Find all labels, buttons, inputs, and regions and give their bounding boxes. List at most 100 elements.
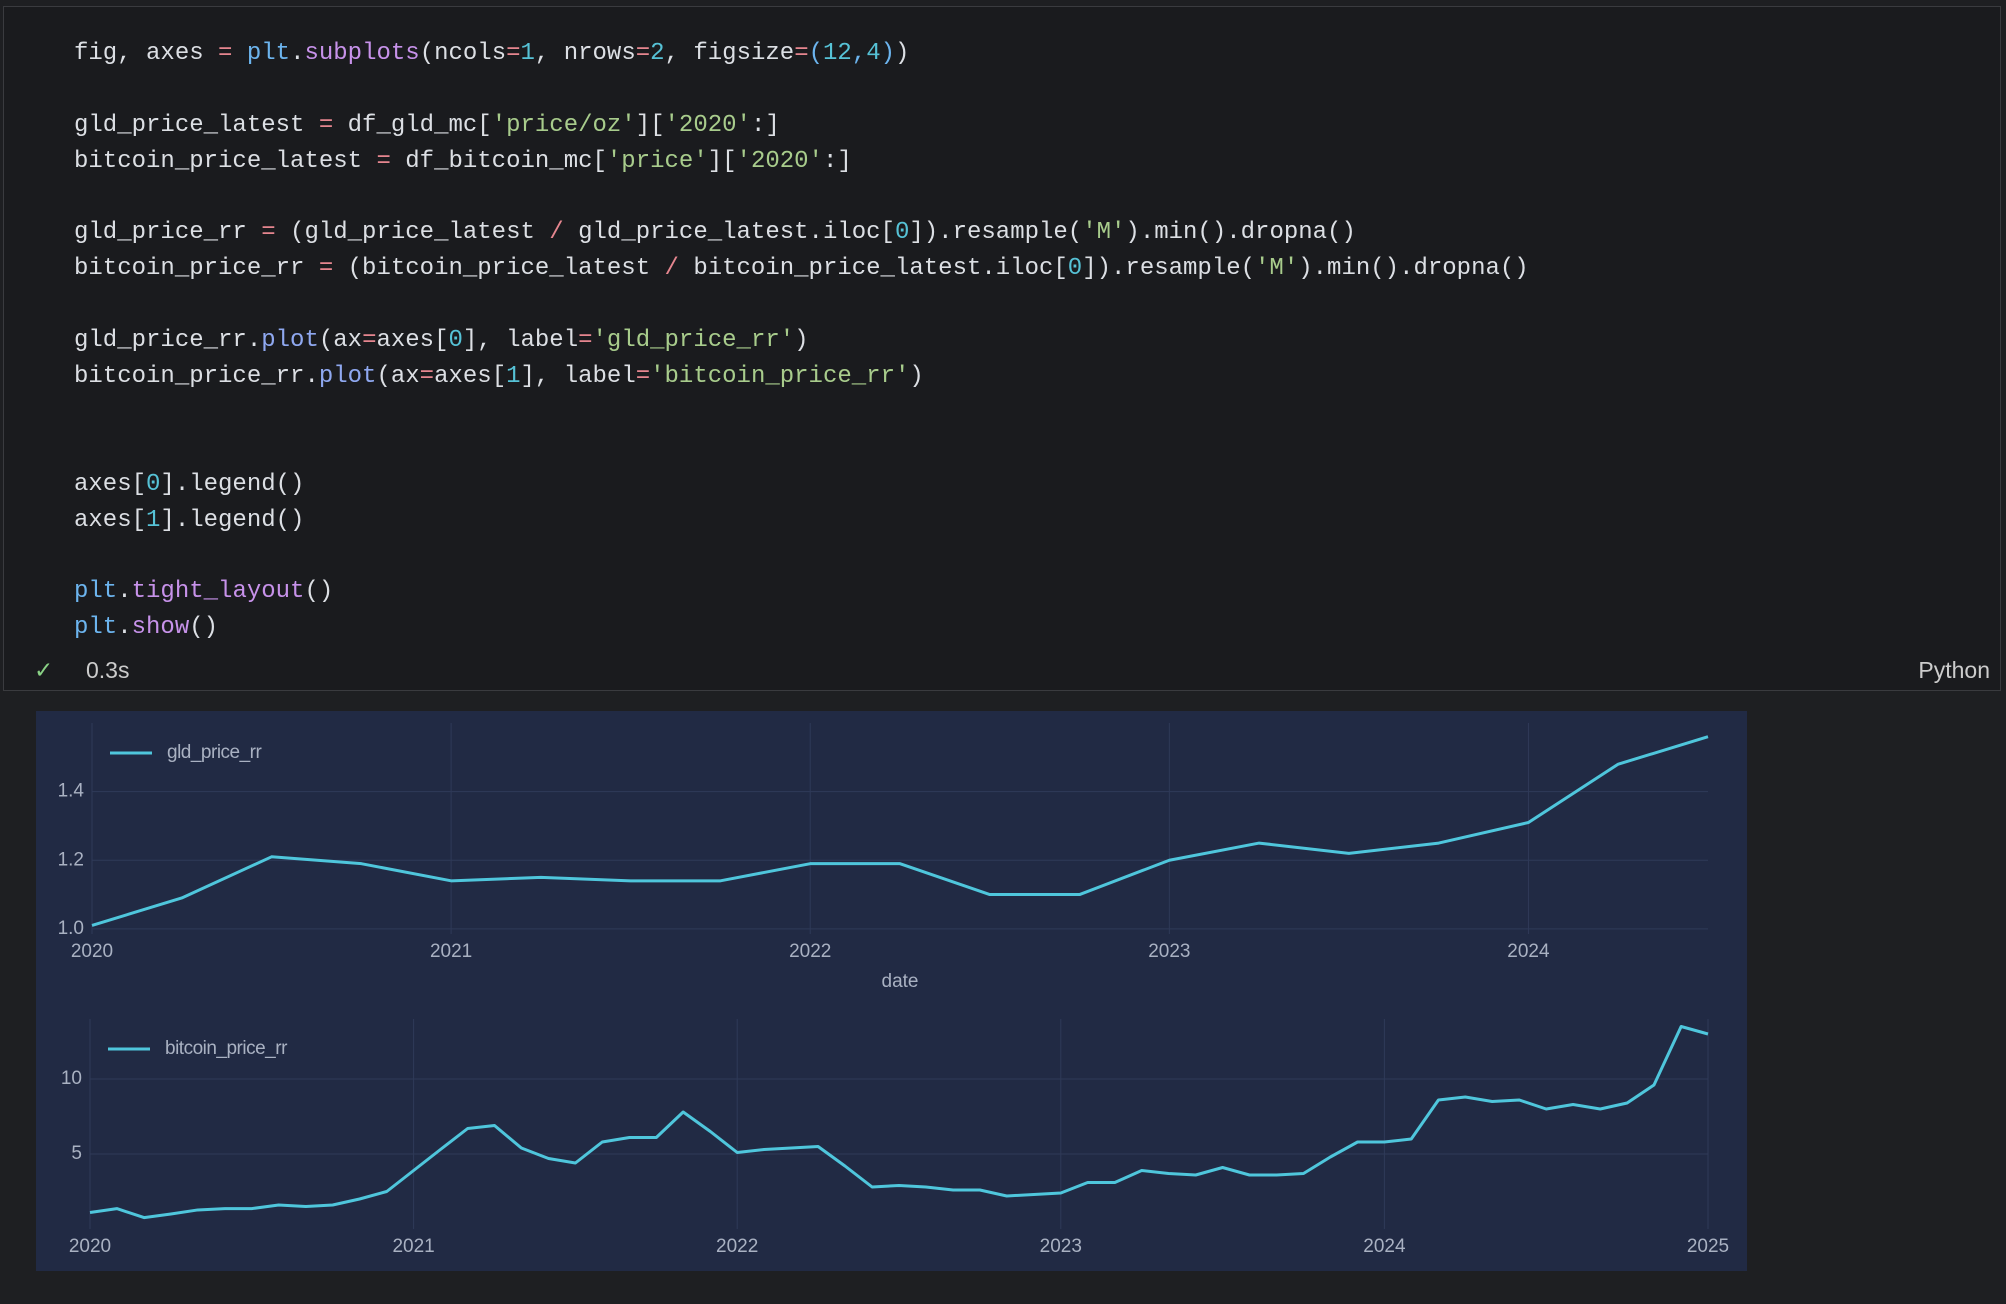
code-token: . [117, 578, 132, 606]
x-tick-label: 2021 [392, 1236, 434, 1257]
code-line: gld_price_rr.plot(ax=axes[0], label='gld… [74, 323, 1529, 359]
y-tick-label: 1.2 [58, 849, 84, 870]
figure-background [36, 711, 1747, 1271]
code-token: 'M' [1082, 219, 1126, 247]
code-token: 0 [894, 219, 910, 247]
code-token: :] [822, 147, 852, 175]
code-token: / [664, 255, 679, 283]
code-token: ( [808, 40, 823, 67]
code-token: '2020' [736, 147, 823, 175]
code-token: () [304, 578, 334, 606]
code-line: bitcoin_price_rr.plot(ax=axes[1], label=… [74, 359, 1529, 395]
code-line: bitcoin_price_latest = df_bitcoin_mc['pr… [74, 144, 1529, 180]
x-tick-label: 2023 [1040, 1236, 1082, 1257]
code-token: df_bitcoin_mc[ [390, 147, 607, 175]
code-token: ) [909, 363, 924, 391]
code-token: ], label [462, 327, 579, 355]
code-token: fig, axes [74, 40, 219, 67]
code-token: ][ [707, 147, 737, 175]
x-tick-label: 2023 [1148, 941, 1190, 962]
code-token: (gld_price_latest [275, 219, 550, 247]
x-tick-label: 2022 [789, 941, 831, 962]
x-axis-label: date [882, 971, 919, 992]
code-token: df_gld_mc[ [333, 111, 492, 139]
code-line: plt.tight_layout() [74, 574, 1529, 610]
code-token: 0 [146, 470, 161, 498]
code-token: bitcoin_price_rr. [74, 363, 319, 391]
code-token: , nrows [534, 40, 636, 67]
code-token: 'gld_price_rr' [592, 327, 795, 355]
code-token: (ax [376, 363, 420, 391]
code-token: ) [880, 40, 896, 67]
code-token: ) [895, 40, 910, 67]
code-token: tight_layout [131, 578, 305, 606]
code-token: (ncols [419, 40, 507, 67]
code-token: = [318, 111, 334, 139]
code-line: gld_price_latest = df_gld_mc['price/oz']… [74, 108, 1529, 144]
code-token: / [549, 219, 564, 247]
code-editor[interactable]: fig, axes = plt.subplots(ncols=1, nrows=… [74, 36, 1529, 646]
code-token: '2020' [664, 111, 751, 139]
code-token: 0 [1067, 255, 1083, 283]
code-token: (ax [318, 327, 363, 355]
code-token: = [376, 147, 391, 175]
execution-time: 0.3s [86, 657, 130, 683]
code-token: axes[ [74, 506, 147, 534]
code-token: ).min().dropna() [1125, 219, 1356, 247]
code-token: 12 [823, 40, 852, 67]
code-token: bitcoin_price_latest.iloc[ [678, 255, 1068, 283]
code-token: gld_price_latest.iloc[ [563, 219, 895, 247]
code-token: 'bitcoin_price_rr' [650, 363, 910, 391]
code-token: 0 [448, 327, 463, 355]
code-line: axes[1].legend() [74, 503, 1529, 539]
code-token: () [189, 614, 219, 642]
code-token: ], label [520, 363, 636, 391]
code-token: = [218, 40, 233, 67]
code-token: ]).resample( [1082, 255, 1256, 283]
code-token: = [261, 219, 276, 247]
code-cell[interactable]: fig, axes = plt.subplots(ncols=1, nrows=… [3, 6, 2001, 691]
code-token: subplots [304, 40, 420, 67]
code-token: 'M' [1255, 255, 1299, 283]
code-token: 4 [866, 40, 881, 67]
x-tick-label: 2021 [430, 941, 472, 962]
code-line: bitcoin_price_rr = (bitcoin_price_latest… [74, 251, 1529, 287]
code-token: . [290, 40, 305, 67]
code-token: axes[ [74, 470, 147, 498]
code-token: 'price' [606, 147, 708, 175]
x-tick-label: 2022 [716, 1236, 758, 1257]
data-line [89, 1025, 1709, 1220]
y-tick-label: 5 [71, 1143, 82, 1164]
y-tick-label: 10 [61, 1068, 82, 1089]
code-token: = [794, 40, 809, 67]
code-token: = [362, 327, 377, 355]
status-check: ✓ [34, 657, 54, 683]
x-tick-label: 2025 [1687, 1236, 1729, 1257]
code-token: ][ [635, 111, 665, 139]
code-token: ) [794, 327, 809, 355]
code-token: = [506, 40, 521, 67]
code-token: axes[ [434, 363, 507, 391]
code-token: 2 [650, 40, 665, 67]
code-token: . [117, 614, 132, 642]
code-token: ]).resample( [909, 219, 1083, 247]
code-token: = [635, 363, 651, 391]
y-tick-label: 1.0 [58, 918, 84, 939]
code-line: fig, axes = plt.subplots(ncols=1, nrows=… [74, 36, 1529, 72]
legend-label: bitcoin_price_rr [165, 1038, 288, 1059]
code-token: plot [318, 363, 377, 391]
code-token: 'price/oz' [491, 111, 636, 139]
code-token: gld_price_rr [74, 219, 262, 247]
code-token: plt [246, 40, 291, 67]
x-tick-label: 2024 [1507, 941, 1550, 962]
language-label[interactable]: Python [1918, 657, 1990, 683]
code-token: 1 [506, 363, 521, 391]
x-tick-label: 2020 [71, 941, 113, 962]
code-line: plt.show() [74, 610, 1529, 646]
code-token: = [318, 255, 334, 283]
code-token: gld_price_rr. [74, 327, 262, 355]
code-token: :] [750, 111, 780, 139]
code-token: , [851, 40, 867, 67]
